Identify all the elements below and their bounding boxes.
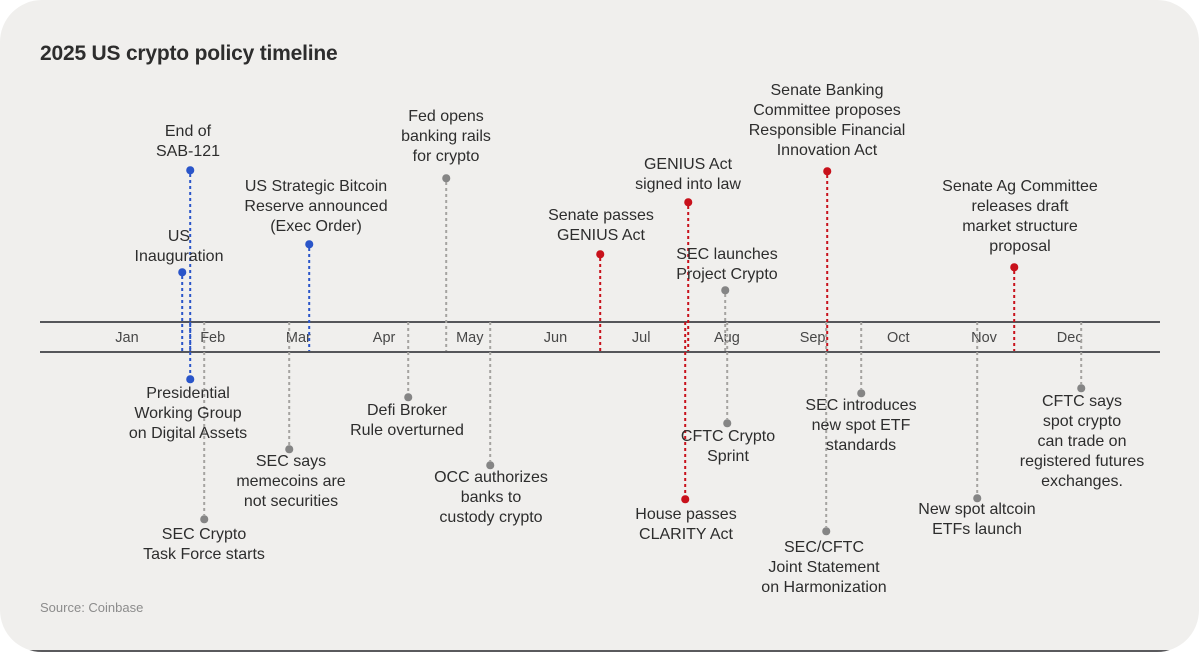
event-label: SEC launches Project Crypto <box>676 246 778 283</box>
event-label: CFTC Crypto Sprint <box>680 428 776 465</box>
month-label: Apr <box>372 330 396 346</box>
month-label: Oct <box>887 330 910 346</box>
event-dot <box>823 167 831 175</box>
month-label: Feb <box>200 330 226 346</box>
event-connector-line <box>825 322 827 527</box>
month-label: Sep <box>799 330 826 346</box>
screen-bottom-edge <box>14 650 1185 652</box>
event-label: Senate passes GENIUS Act <box>548 207 654 244</box>
source-note: Source: Coinbase <box>40 600 144 615</box>
event-dot <box>486 461 494 469</box>
event-connector-line <box>1013 271 1015 351</box>
event-dot <box>857 389 865 397</box>
month-label: Nov <box>971 330 997 346</box>
event-connector-line <box>288 322 290 445</box>
event-label: US Strategic Bitcoin Reserve announced (Ex… <box>244 178 388 235</box>
event-connector-line <box>599 258 601 351</box>
event-dot <box>200 515 208 523</box>
event-label: GENIUS Act signed into law <box>635 156 741 193</box>
event-connector-line <box>976 322 978 494</box>
event-label: US Inauguration <box>134 228 224 265</box>
event-label: SEC/CFTC Joint Statement on Harmonization <box>761 539 887 596</box>
event-connector-line <box>445 182 447 351</box>
event-dot <box>285 445 293 453</box>
event-label: SEC introduces new spot ETF standards <box>805 397 917 454</box>
event-dot <box>305 240 313 248</box>
event-label: Senate Ag Committee releases draft market … <box>942 178 1098 255</box>
month-label: May <box>456 330 484 346</box>
event-dot <box>973 494 981 502</box>
event-dot <box>723 419 731 427</box>
event-dot <box>404 393 412 401</box>
month-label: Jul <box>631 330 651 346</box>
event-label: Presidential Working Group on Digital Asse… <box>128 385 248 442</box>
event-dot <box>442 174 450 182</box>
event-dot <box>721 286 729 294</box>
event-dot <box>684 198 692 206</box>
event-connector-line <box>181 276 183 351</box>
event-connector-line <box>726 322 728 419</box>
event-connector-line <box>826 175 828 351</box>
month-label: Dec <box>1056 330 1083 346</box>
event-dot <box>596 250 604 258</box>
axis-line-bottom <box>40 351 1160 353</box>
event-connector-line <box>724 294 726 351</box>
month-label: Jun <box>543 330 568 346</box>
event-connector-line <box>860 322 862 389</box>
event-dot <box>186 375 194 383</box>
event-label: House passes CLARITY Act <box>635 506 737 543</box>
event-dot <box>178 268 186 276</box>
event-connector-line <box>684 322 686 495</box>
event-dot <box>822 527 830 535</box>
event-label: OCC authorizes banks to custody crypto <box>434 469 548 526</box>
month-label: Mar <box>285 330 311 346</box>
event-connector-line <box>489 322 491 461</box>
event-connector-line <box>189 322 191 375</box>
event-dot <box>681 495 689 503</box>
event-label: CFTC says spot crypto can trade on register… <box>1019 393 1145 490</box>
event-label: End of SAB-121 <box>155 123 221 160</box>
event-dot <box>1077 384 1085 392</box>
event-connector-line <box>1080 322 1082 384</box>
event-label: New spot altcoin ETFs launch <box>918 501 1036 538</box>
event-label: Senate Banking Committee proposes Responsi… <box>748 82 906 159</box>
event-connector-line <box>203 322 205 515</box>
event-connector-line <box>308 248 310 351</box>
event-label: SEC says memecoins are not securities <box>236 453 346 510</box>
page-title: 2025 US crypto policy timeline <box>40 42 338 65</box>
event-label: Defi Broker Rule overturned <box>350 402 464 439</box>
event-dot <box>186 166 194 174</box>
event-dot <box>1010 263 1018 271</box>
month-label: Jan <box>115 330 139 346</box>
event-label: Fed opens banking rails for crypto <box>401 108 491 165</box>
event-connector-line <box>687 206 689 351</box>
event-connector-line <box>407 322 409 393</box>
event-connector-line <box>189 174 191 351</box>
event-label: SEC Crypto Task Force starts <box>143 526 265 563</box>
